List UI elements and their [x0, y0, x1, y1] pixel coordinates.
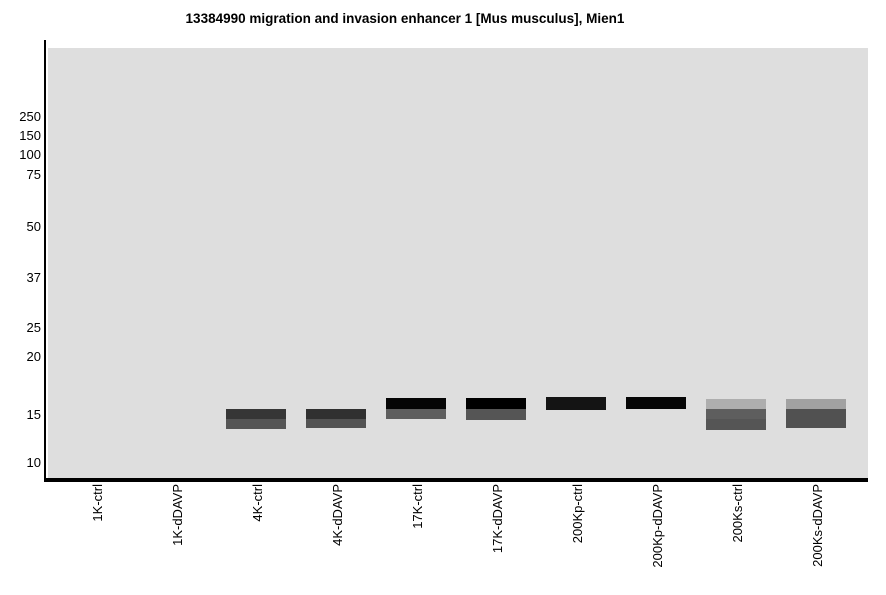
y-tick-label: 15	[26, 407, 41, 422]
chart-title: 13384990 migration and invasion enhancer…	[185, 11, 625, 26]
gel-band-segment	[706, 409, 766, 419]
x-lane-label: 1K-ctrl	[90, 484, 105, 522]
x-lane-label: 4K-ctrl	[250, 484, 265, 522]
x-lane-label: 200Kp-dDAVP	[650, 484, 665, 568]
gel-band-segment	[386, 409, 446, 419]
gel-band-segment	[706, 399, 766, 409]
x-lane-label: 200Ks-dDAVP	[810, 484, 825, 567]
x-lane-label: 17K-ctrl	[410, 484, 425, 529]
y-tick-label: 37	[26, 270, 41, 285]
gel-band-segment	[466, 409, 526, 420]
gel-band-segment	[706, 419, 766, 430]
x-lane-label: 1K-dDAVP	[170, 484, 185, 546]
gel-band-segment	[386, 398, 446, 409]
y-tick-label: 150	[19, 128, 41, 143]
gel-band-segment	[546, 397, 606, 410]
gel-band-segment	[306, 409, 366, 419]
x-lane-label: 200Ks-ctrl	[730, 484, 745, 543]
y-tick-label: 75	[26, 167, 41, 182]
y-tick-label: 250	[19, 109, 41, 124]
x-axis-line	[44, 478, 868, 482]
gel-band-segment	[226, 419, 286, 429]
x-lane-label: 200Kp-ctrl	[570, 484, 585, 544]
y-tick-label: 20	[26, 349, 41, 364]
y-tick-label: 100	[19, 147, 41, 162]
y-axis-line	[44, 40, 46, 482]
gel-band-segment	[306, 419, 366, 428]
y-tick-label: 10	[26, 455, 41, 470]
gel-band-segment	[786, 409, 846, 428]
y-tick-label: 50	[26, 219, 41, 234]
gel-band-segment	[226, 409, 286, 419]
x-lane-label: 17K-dDAVP	[490, 484, 505, 554]
gel-band-segment	[786, 399, 846, 409]
y-tick-label: 25	[26, 320, 41, 335]
gel-band-segment	[626, 397, 686, 409]
x-lane-label: 4K-dDAVP	[330, 484, 345, 546]
gel-band-segment	[466, 398, 526, 409]
